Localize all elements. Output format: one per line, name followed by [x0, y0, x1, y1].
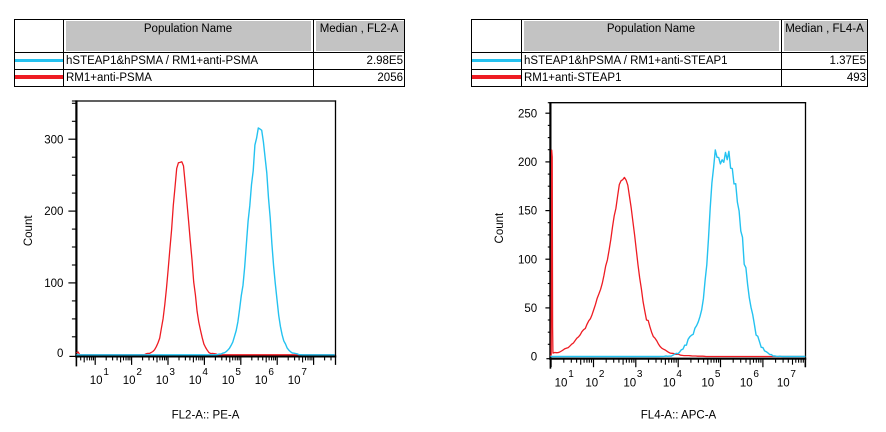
svg-text:200: 200 — [518, 157, 537, 169]
svg-text:0: 0 — [531, 352, 537, 364]
svg-text:101: 101 — [90, 367, 110, 387]
svg-text:300: 300 — [44, 134, 63, 146]
svg-text:106: 106 — [255, 367, 275, 387]
svg-text:150: 150 — [518, 206, 537, 218]
svg-text:101: 101 — [555, 369, 575, 389]
svg-text:104: 104 — [663, 369, 683, 389]
svg-text:FL4-A:: APC-A: FL4-A:: APC-A — [641, 410, 717, 422]
svg-text:200: 200 — [44, 206, 63, 218]
svg-text:250: 250 — [518, 108, 537, 120]
svg-text:105: 105 — [701, 369, 721, 389]
svg-text:FL2-A:: PE-A: FL2-A:: PE-A — [172, 410, 240, 422]
svg-text:104: 104 — [189, 367, 209, 387]
svg-text:100: 100 — [518, 254, 537, 266]
svg-text:102: 102 — [123, 367, 143, 387]
svg-text:105: 105 — [222, 367, 242, 387]
svg-text:107: 107 — [777, 369, 797, 389]
svg-text:50: 50 — [524, 303, 537, 315]
svg-text:Count: Count — [23, 215, 35, 246]
svg-text:Count: Count — [494, 212, 506, 243]
svg-text:102: 102 — [585, 369, 605, 389]
svg-text:103: 103 — [623, 369, 643, 389]
svg-text:106: 106 — [740, 369, 760, 389]
svg-text:0: 0 — [57, 348, 63, 360]
svg-text:100: 100 — [44, 278, 63, 290]
svg-text:103: 103 — [156, 367, 176, 387]
svg-text:107: 107 — [288, 367, 308, 387]
